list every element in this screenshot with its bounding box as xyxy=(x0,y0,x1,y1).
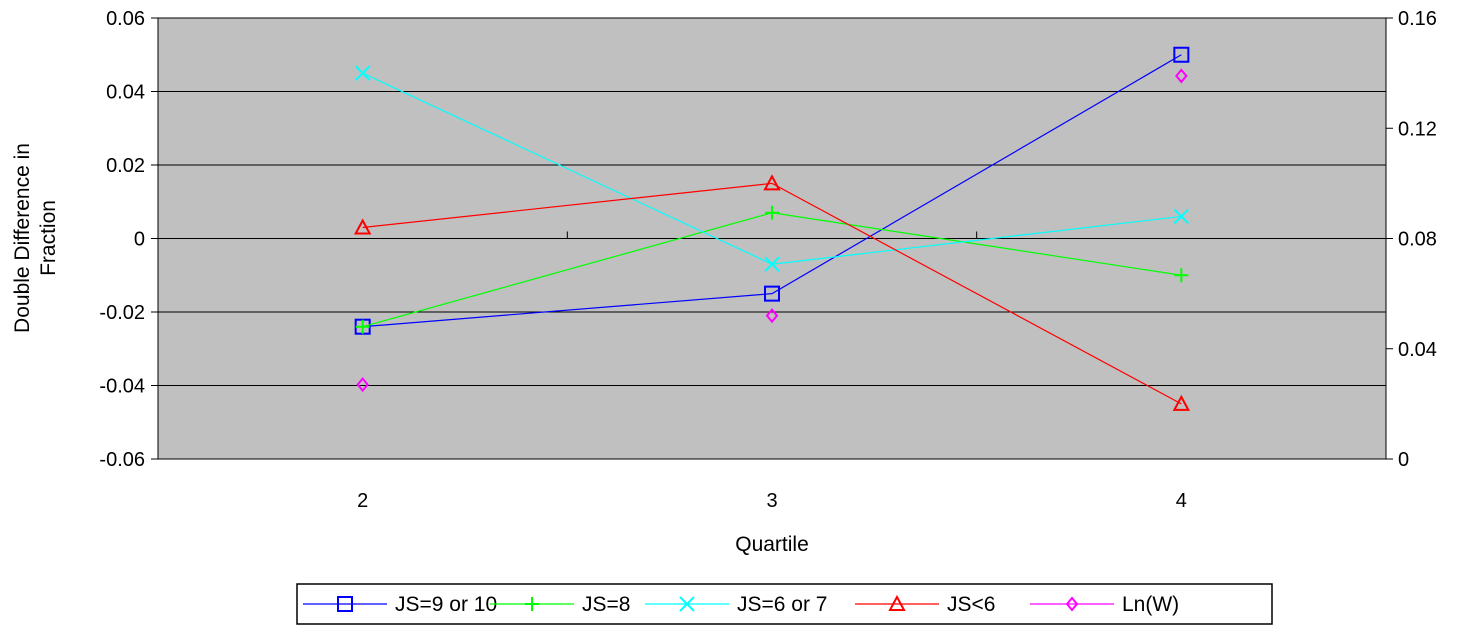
y-tick-label: -0.06 xyxy=(99,449,145,471)
series-4 xyxy=(353,174,1191,411)
data-point xyxy=(764,256,780,272)
x-axis-title: Quartile xyxy=(735,533,809,556)
x-axis: 2 3 4 xyxy=(357,231,1187,512)
y2-tick-label: 0.08 xyxy=(1398,229,1437,251)
series-3 xyxy=(354,65,1190,272)
gridlines xyxy=(158,91,1386,386)
data-point xyxy=(1173,208,1190,225)
y-axis-right: 0 0.04 0.08 0.12 0.16 xyxy=(1385,8,1437,471)
y-axis-left: -0.06 -0.04 -0.02 0 0.02 0.04 0.06 xyxy=(99,8,158,471)
legend-item-3: JS=6 or 7 xyxy=(645,593,827,616)
legend-label: JS=9 or 10 xyxy=(395,593,497,616)
x-tick-label: 3 xyxy=(766,490,777,512)
y-tick-label: 0 xyxy=(134,229,145,251)
legend-label: Ln(W) xyxy=(1122,593,1179,616)
y2-tick-label: 0.16 xyxy=(1398,8,1437,30)
data-point xyxy=(763,174,781,191)
legend-item-4: JS<6 xyxy=(855,593,995,616)
legend-item-1: JS=9 or 10 xyxy=(303,593,497,616)
legend-marker xyxy=(337,596,353,612)
y-axis-title-line-1: Double Difference in xyxy=(11,143,34,333)
data-point xyxy=(764,285,780,302)
data-point xyxy=(354,65,371,81)
y-tick-label: -0.02 xyxy=(99,302,145,324)
legend-label: JS<6 xyxy=(947,593,995,616)
x-tick-label: 2 xyxy=(357,490,368,512)
legend-marker xyxy=(679,596,695,612)
data-point xyxy=(356,377,369,393)
data-point xyxy=(355,319,370,334)
y-axis-title-line-2: Fraction xyxy=(37,200,60,276)
y-tick-label: 0.04 xyxy=(106,82,145,104)
x-tick-label: 4 xyxy=(1176,490,1187,512)
legend-label: JS=8 xyxy=(582,593,630,616)
data-point xyxy=(1174,268,1189,283)
y-tick-label: -0.04 xyxy=(99,376,145,398)
y-tick-label: 0.02 xyxy=(106,155,145,177)
series-2 xyxy=(355,205,1189,334)
series-layer xyxy=(353,46,1191,411)
legend-marker xyxy=(525,597,539,611)
legend-marker xyxy=(888,594,906,611)
legend-item-2: JS=8 xyxy=(490,593,630,616)
data-point xyxy=(765,205,779,220)
y2-tick-label: 0.12 xyxy=(1398,118,1437,140)
legend-label: JS=6 or 7 xyxy=(737,593,827,616)
y2-tick-label: 0.04 xyxy=(1398,339,1437,361)
legend: JS=9 or 10 JS=8 JS=6 or 7 JS<6 Ln(W) xyxy=(296,583,1273,625)
data-point xyxy=(1173,46,1190,63)
y2-tick-label: 0 xyxy=(1398,449,1409,471)
y-axis-title: Double Difference in Fraction xyxy=(11,143,60,333)
data-point xyxy=(353,218,372,235)
data-point xyxy=(765,308,779,324)
data-point xyxy=(1172,394,1191,411)
series-line xyxy=(362,54,1182,328)
y-tick-label: 0.06 xyxy=(106,8,145,30)
data-point xyxy=(1175,68,1188,84)
series-line xyxy=(362,182,1182,405)
legend-marker xyxy=(1065,596,1079,612)
legend-item-5: Ln(W) xyxy=(1030,593,1179,616)
series-5 xyxy=(356,68,1188,393)
